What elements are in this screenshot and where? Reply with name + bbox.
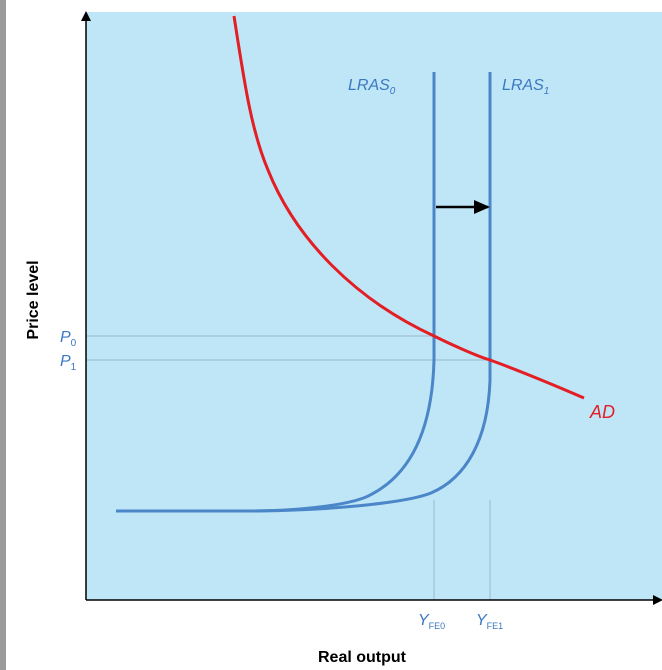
x-axis-title: Real output: [318, 649, 407, 666]
lras1-label: LRAS1: [502, 77, 549, 97]
diagram-canvas: LRAS0 LRAS1 AD P0 P1 YFE0 YFE1 Price lev…: [25, 11, 662, 666]
lras1-curve: [116, 72, 492, 513]
ad-curve: [232, 15, 585, 400]
yfe0-label: YFE0: [418, 612, 445, 631]
lras0-label: LRAS0: [348, 77, 396, 97]
p0-label: P0: [60, 329, 77, 349]
yfe1-label: YFE1: [476, 612, 503, 631]
p1-label: P1: [60, 353, 77, 373]
plot-background: [86, 12, 662, 600]
ad-label: AD: [589, 402, 615, 422]
y-axis-title: Price level: [25, 260, 42, 339]
